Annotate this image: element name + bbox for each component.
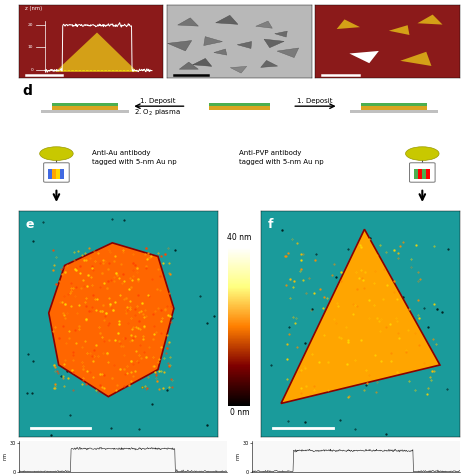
Polygon shape	[237, 42, 252, 48]
Polygon shape	[230, 66, 246, 73]
Bar	[56, 169, 60, 179]
Bar	[426, 169, 430, 179]
Polygon shape	[349, 51, 379, 63]
Text: 0 nm: 0 nm	[229, 408, 249, 417]
Text: 2. O$_2$ plasma: 2. O$_2$ plasma	[135, 108, 181, 118]
Polygon shape	[55, 33, 137, 72]
Polygon shape	[214, 49, 227, 55]
Polygon shape	[418, 15, 443, 25]
Polygon shape	[389, 25, 410, 35]
Polygon shape	[400, 52, 431, 66]
Text: 40 nm: 40 nm	[227, 233, 252, 242]
Polygon shape	[49, 243, 174, 397]
Polygon shape	[256, 21, 273, 28]
Text: e: e	[26, 218, 35, 231]
Circle shape	[40, 147, 73, 160]
Bar	[361, 106, 427, 110]
Text: 1. Deposit: 1. Deposit	[298, 98, 333, 104]
Polygon shape	[179, 62, 198, 69]
Bar	[53, 169, 56, 179]
Text: 10: 10	[28, 45, 33, 49]
Text: 1. Deposit: 1. Deposit	[140, 98, 175, 104]
Bar	[209, 103, 270, 106]
Polygon shape	[178, 18, 199, 26]
Polygon shape	[192, 58, 212, 66]
Bar	[48, 169, 52, 179]
Polygon shape	[168, 40, 191, 51]
FancyBboxPatch shape	[44, 163, 69, 182]
Text: z (nm): z (nm)	[25, 6, 42, 11]
Bar	[361, 103, 427, 106]
Text: 0: 0	[31, 68, 33, 73]
Polygon shape	[337, 19, 360, 29]
Polygon shape	[261, 61, 278, 67]
Polygon shape	[204, 36, 222, 46]
Bar	[419, 169, 422, 179]
Polygon shape	[275, 31, 287, 37]
Text: Anti-Au antibody
tagged with 5-nm Au np: Anti-Au antibody tagged with 5-nm Au np	[91, 150, 176, 164]
Circle shape	[406, 147, 439, 160]
Text: d: d	[22, 84, 32, 98]
Y-axis label: nm: nm	[236, 452, 241, 460]
Polygon shape	[277, 48, 299, 57]
Text: Anti-PVP antibody
tagged with 5-nm Au np: Anti-PVP antibody tagged with 5-nm Au np	[239, 150, 324, 164]
Text: 20: 20	[28, 23, 33, 27]
Polygon shape	[281, 229, 440, 403]
Bar	[52, 103, 118, 106]
Bar	[41, 110, 129, 113]
Bar	[349, 110, 438, 113]
Bar	[422, 169, 426, 179]
Bar	[414, 169, 418, 179]
Text: f: f	[268, 218, 273, 231]
Bar	[52, 106, 118, 110]
Bar	[209, 106, 270, 110]
Polygon shape	[216, 15, 238, 24]
FancyBboxPatch shape	[410, 163, 435, 182]
Y-axis label: nm: nm	[3, 452, 8, 460]
Polygon shape	[264, 39, 284, 48]
Bar	[60, 169, 64, 179]
